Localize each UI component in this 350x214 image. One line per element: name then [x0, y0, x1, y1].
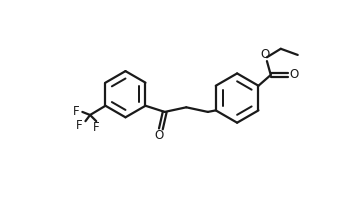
- Text: F: F: [76, 119, 83, 132]
- Text: O: O: [261, 48, 270, 61]
- Text: O: O: [155, 129, 164, 141]
- Text: O: O: [289, 68, 299, 82]
- Text: F: F: [93, 121, 99, 134]
- Text: F: F: [73, 106, 79, 118]
